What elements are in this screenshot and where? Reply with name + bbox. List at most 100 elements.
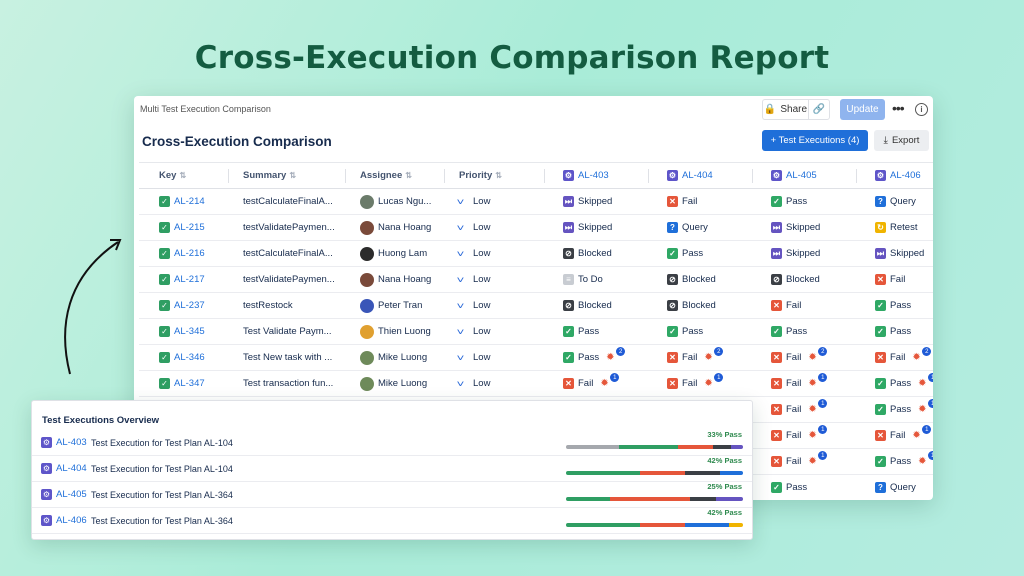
status-query[interactable]: ? Query [875,482,933,493]
status-fail[interactable]: ✕ Fail ✹ 1 [563,373,649,389]
status-fail[interactable]: ✕ Fail [667,196,753,207]
status-fail[interactable]: ✕ Fail ✹ 1 [667,373,753,389]
status-fail[interactable]: ✕ Fail ✹ 2 [667,347,753,363]
column-header-execution[interactable]: ⚙ AL-403 [545,162,649,189]
table-row[interactable]: ✓ AL-215 testValidatePaymen... Nana Hoang ˅ L… [139,214,933,241]
execution-key-link[interactable]: AL-404 [682,170,713,181]
status-pass[interactable]: ✓ Pass [875,326,933,337]
sort-icon[interactable]: ⇅ [405,171,412,180]
export-button[interactable]: ⤓ Export [874,130,929,151]
table-row[interactable]: ✓ AL-217 testValidatePaymen... Nana Hoang ˅ L… [139,266,933,293]
defect-bug-icon[interactable]: ✹1 [808,399,828,415]
overview-row[interactable]: ⚙ AL-404 Test Execution for Test Plan AL-1… [32,456,752,482]
defect-bug-icon[interactable]: ✹1 [704,373,724,389]
column-header-execution[interactable]: ⚙ AL-404 [649,162,753,189]
defect-bug-icon[interactable]: ✹1 [600,373,620,389]
status-fail[interactable]: ✕ Fail ✹ 1 [771,373,857,389]
more-options-icon[interactable]: ••• [892,100,905,116]
status-fail[interactable]: ✕ Fail ✹ 1 [875,425,933,441]
table-row[interactable]: ✓ AL-216 testCalculateFinalA... Huong Lam ˅ L… [139,240,933,267]
issue-key-link[interactable]: AL-347 [174,378,205,389]
status-blocked[interactable]: ⊘ Blocked [667,300,753,311]
status-pass[interactable]: ✓ Pass [667,248,753,259]
issue-key-link[interactable]: AL-217 [174,274,205,285]
column-header-priority[interactable]: Priority ⇅ [445,162,545,189]
status-skipped[interactable]: ⏭ Skipped [771,222,857,233]
table-row[interactable]: ✓ AL-214 testCalculateFinalA... Lucas Ngu..… [139,188,933,215]
status-fail[interactable]: ✕ Fail [771,300,857,311]
status-blocked[interactable]: ⊘ Blocked [771,274,857,285]
defect-bug-icon[interactable]: ✹1 [918,451,933,467]
status-fail[interactable]: ✕ Fail ✹ 1 [771,451,857,467]
status-query[interactable]: ? Query [667,222,753,233]
issue-key-link[interactable]: AL-237 [174,300,205,311]
status-skipped[interactable]: ⏭ Skipped [875,248,933,259]
defect-bug-icon[interactable]: ✹ 2 [606,347,626,363]
table-row[interactable]: ✓ AL-346 Test New task with ... Mike Luong ˅… [139,344,933,371]
execution-key-link[interactable]: AL-405 [56,489,87,500]
status-blocked[interactable]: ⊘ Blocked [563,300,649,311]
defect-bug-icon[interactable]: ✹1 [808,451,828,467]
execution-key-link[interactable]: AL-403 [578,170,609,181]
defect-bug-icon[interactable]: ✹1 [912,425,932,441]
issue-key-link[interactable]: AL-346 [174,352,205,363]
status-pass[interactable]: ✓ Pass ✹1 [875,451,933,467]
status-retest[interactable]: ↻ Retest [875,222,933,233]
status-skipped[interactable]: ⏭ Skipped [563,222,649,233]
status-query[interactable]: ? Query [875,196,933,207]
status-blocked[interactable]: ⊘ Blocked [563,248,649,259]
execution-key-link[interactable]: AL-405 [786,170,817,181]
status-fail[interactable]: ✕ Fail ✹ 2 [771,347,857,363]
column-header-execution[interactable]: ⚙ AL-406 [857,162,933,189]
status-fail[interactable]: ✕ Fail [875,274,933,285]
issue-key-link[interactable]: AL-345 [174,326,205,337]
status-pass[interactable]: ✓ Pass [875,300,933,311]
execution-key-link[interactable]: AL-406 [56,515,87,526]
add-test-executions-button[interactable]: + Test Executions (4) [762,130,868,151]
status-fail[interactable]: ✕ Fail ✹ 1 [771,425,857,441]
status-blocked[interactable]: ⊘ Blocked [667,274,753,285]
defect-bug-icon[interactable]: ✹1 [918,373,933,389]
table-row[interactable]: ✓ AL-237 testRestock Peter Tran ˅ Low ⊘ Blocked… [139,292,933,319]
status-todo[interactable]: ≡ To Do [563,274,649,285]
share-button[interactable]: 🔒 Share [762,99,808,120]
status-pass[interactable]: ✓ Pass ✹1 [875,399,933,415]
column-header-key[interactable]: Key ⇅ [139,162,229,189]
status-skipped[interactable]: ⏭ Skipped [771,248,857,259]
execution-key-link[interactable]: AL-403 [56,437,87,448]
defect-bug-icon[interactable]: ✹ 2 [912,347,932,363]
issue-key-link[interactable]: AL-216 [174,248,205,259]
info-icon[interactable]: i [915,103,928,116]
defect-bug-icon[interactable]: ✹1 [918,399,933,415]
status-pass[interactable]: ✓ Pass ✹ 2 [563,347,649,363]
column-header-execution[interactable]: ⚙ AL-405 [753,162,857,189]
table-row[interactable]: ✓ AL-347 Test transaction fun... Mike Luong… [139,370,933,397]
overview-row[interactable]: ⚙ AL-406 Test Execution for Test Plan AL-3… [32,508,752,534]
status-pass[interactable]: ✓ Pass [667,326,753,337]
update-button[interactable]: Update [840,99,885,120]
status-pass[interactable]: ✓ Pass [771,326,857,337]
column-header-assignee[interactable]: Assignee ⇅ [346,162,445,189]
status-pass[interactable]: ✓ Pass [771,196,857,207]
defect-bug-icon[interactable]: ✹1 [808,373,828,389]
table-row[interactable]: ✓ AL-345 Test Validate Paym... Thien Luong ˅… [139,318,933,345]
execution-key-link[interactable]: AL-404 [56,463,87,474]
status-fail[interactable]: ✕ Fail ✹ 2 [875,347,933,363]
status-pass[interactable]: ✓ Pass [563,326,649,337]
status-pass[interactable]: ✓ Pass ✹1 [875,373,933,389]
sort-icon[interactable]: ⇅ [495,171,502,180]
issue-key-link[interactable]: AL-214 [174,196,205,207]
status-fail[interactable]: ✕ Fail ✹ 1 [771,399,857,415]
issue-key-link[interactable]: AL-215 [174,222,205,233]
overview-row[interactable]: ⚙ AL-405 Test Execution for Test Plan AL-3… [32,482,752,508]
column-header-summary[interactable]: Summary ⇅ [229,162,346,189]
status-pass[interactable]: ✓ Pass [771,482,857,493]
execution-key-link[interactable]: AL-406 [890,170,921,181]
overview-row[interactable]: ⚙ AL-403 Test Execution for Test Plan AL-1… [32,430,752,456]
sort-icon[interactable]: ⇅ [179,171,187,180]
defect-bug-icon[interactable]: ✹1 [808,425,828,441]
copy-link-button[interactable]: 🔗 [808,99,830,120]
defect-bug-icon[interactable]: ✹ 2 [808,347,828,363]
defect-bug-icon[interactable]: ✹ 2 [704,347,724,363]
status-skipped[interactable]: ⏭ Skipped [563,196,649,207]
